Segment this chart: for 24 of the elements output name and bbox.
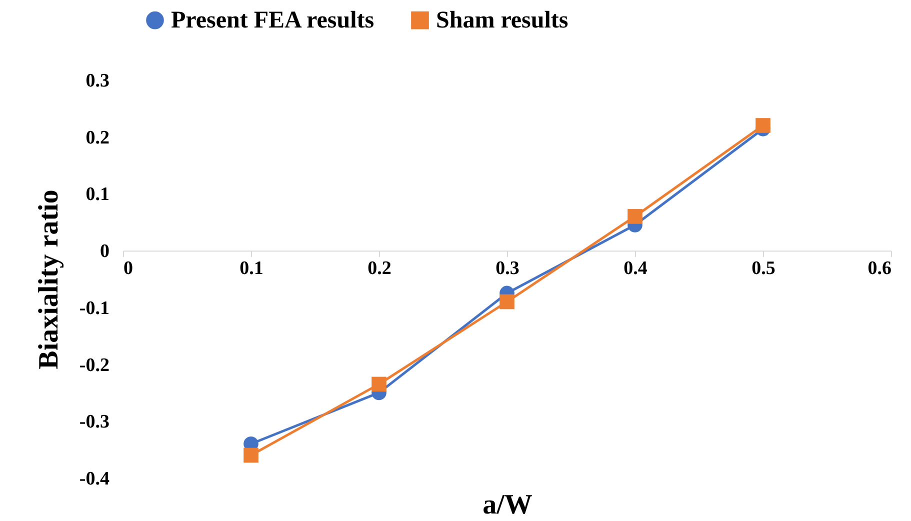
point bbox=[244, 448, 258, 463]
point bbox=[628, 209, 642, 224]
x-tick-label: 0.3 bbox=[496, 258, 520, 280]
y-tick-label: -0.1 bbox=[79, 298, 110, 319]
y-tick-label: 0 bbox=[100, 241, 110, 262]
x-tick-label: 0.2 bbox=[368, 258, 392, 280]
y-tick-label: 0.2 bbox=[86, 127, 110, 148]
x-tick-label: 0.5 bbox=[752, 258, 776, 280]
y-tick-label: -0.3 bbox=[79, 412, 110, 433]
point bbox=[500, 294, 514, 310]
point bbox=[372, 376, 386, 392]
x-tick-label: 0.6 bbox=[868, 258, 892, 280]
point bbox=[756, 118, 770, 133]
x-axis-title: a/W bbox=[482, 490, 532, 520]
x-tick-label: 0.1 bbox=[240, 258, 264, 280]
x-tick-label: 0.4 bbox=[624, 258, 648, 280]
y-tick-label: -0.4 bbox=[79, 468, 110, 490]
x-tick-label: 0 bbox=[124, 258, 133, 280]
legend-label: Sham results bbox=[436, 7, 568, 34]
legend-label: Present FEA results bbox=[171, 7, 374, 34]
y-axis-title: Biaxiality ratio bbox=[33, 190, 64, 370]
y-tick-label: 0.1 bbox=[86, 184, 110, 206]
y-tick-label: -0.2 bbox=[79, 354, 110, 376]
y-tick-label: 0.3 bbox=[86, 70, 110, 92]
